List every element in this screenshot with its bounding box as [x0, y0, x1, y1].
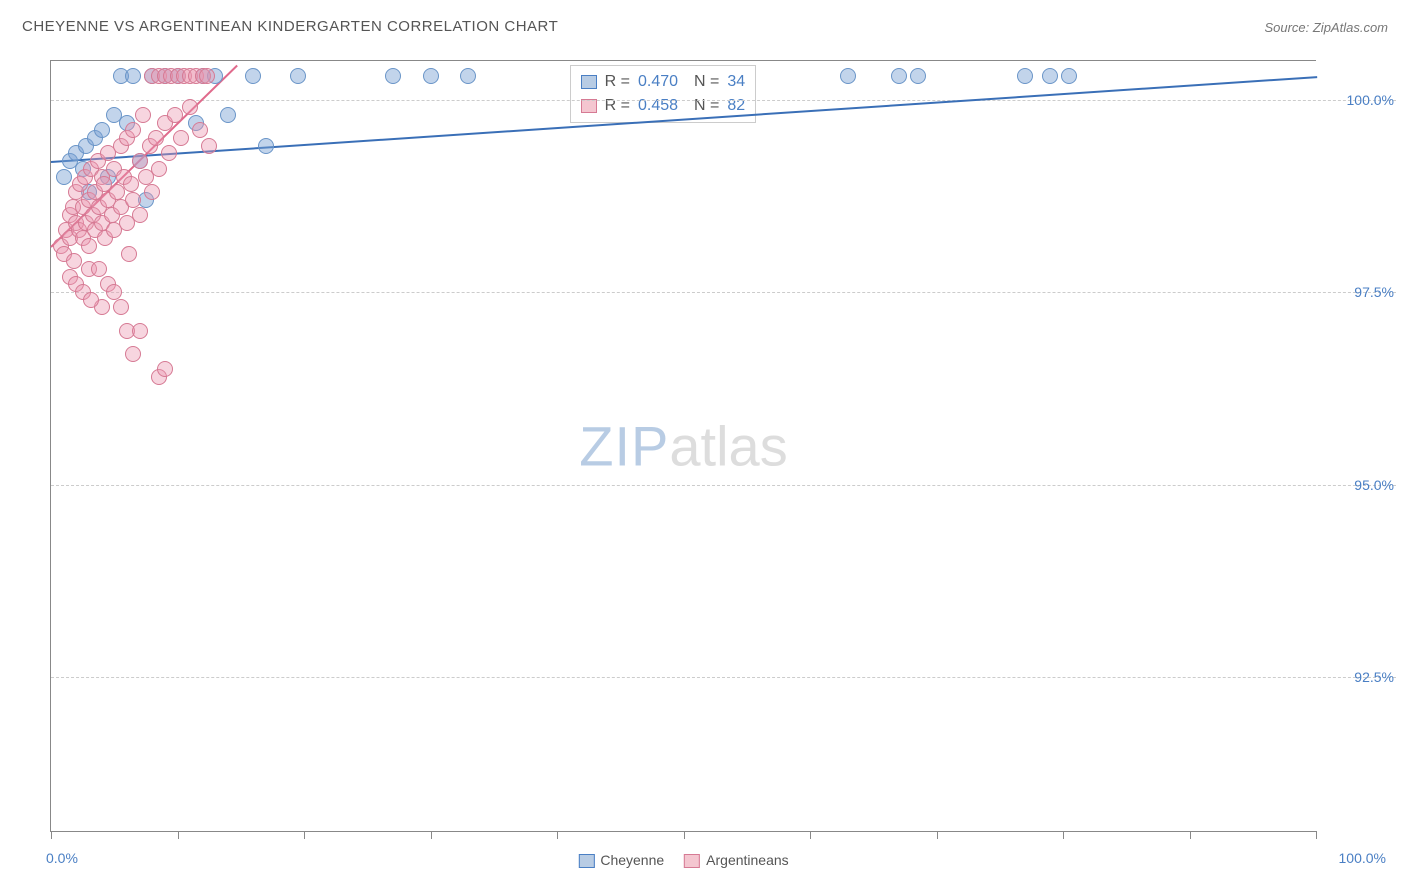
gridline [51, 100, 1396, 101]
x-tick [937, 831, 938, 839]
data-point [423, 68, 439, 84]
x-tick [431, 831, 432, 839]
data-point [245, 68, 261, 84]
r-label: R = [605, 94, 630, 118]
legend-label: Cheyenne [600, 852, 664, 868]
data-point [910, 68, 926, 84]
data-point [125, 68, 141, 84]
data-point [123, 176, 139, 192]
data-point [840, 68, 856, 84]
data-point [1017, 68, 1033, 84]
legend-swatch [581, 75, 597, 89]
x-tick [810, 831, 811, 839]
x-axis-label-max: 100.0% [1339, 850, 1386, 866]
n-value: 34 [727, 70, 745, 94]
data-point [182, 99, 198, 115]
watermark-atlas: atlas [669, 415, 787, 478]
x-tick [557, 831, 558, 839]
chart-title: CHEYENNE VS ARGENTINEAN KINDERGARTEN COR… [22, 18, 558, 35]
x-tick [1316, 831, 1317, 839]
watermark-zip: ZIP [579, 415, 669, 478]
data-point [258, 138, 274, 154]
data-point [125, 192, 141, 208]
n-label: N = [694, 70, 719, 94]
y-tick-label: 95.0% [1354, 477, 1394, 493]
y-tick-label: 97.5% [1354, 284, 1394, 300]
y-tick-label: 92.5% [1354, 669, 1394, 685]
gridline [51, 677, 1396, 678]
data-point [125, 122, 141, 138]
data-point [151, 161, 167, 177]
data-point [192, 122, 208, 138]
source-label: Source: ZipAtlas.com [1264, 20, 1388, 35]
legend-swatch [684, 854, 700, 868]
x-tick [1063, 831, 1064, 839]
data-point [132, 153, 148, 169]
stat-row: R = 0.470 N = 34 [581, 70, 746, 94]
data-point [106, 284, 122, 300]
data-point [81, 238, 97, 254]
data-point [132, 323, 148, 339]
legend-item: Argentineans [684, 852, 789, 868]
data-point [199, 68, 215, 84]
gridline [51, 292, 1396, 293]
legend-label: Argentineans [706, 852, 789, 868]
legend-swatch [578, 854, 594, 868]
data-point [1042, 68, 1058, 84]
x-tick [1190, 831, 1191, 839]
r-label: R = [605, 70, 630, 94]
y-tick-label: 100.0% [1347, 92, 1394, 108]
chart-container: CHEYENNE VS ARGENTINEAN KINDERGARTEN COR… [0, 0, 1406, 892]
n-label: N = [694, 94, 719, 118]
data-point [144, 184, 160, 200]
data-point [94, 122, 110, 138]
r-value: 0.458 [638, 94, 678, 118]
stat-row: R =0.458N =82 [581, 94, 746, 118]
data-point [66, 253, 82, 269]
data-point [167, 107, 183, 123]
data-point [83, 292, 99, 308]
data-point [220, 107, 236, 123]
data-point [125, 346, 141, 362]
x-tick [304, 831, 305, 839]
legend: Cheyenne Argentineans [578, 852, 788, 868]
data-point [1061, 68, 1077, 84]
data-point [891, 68, 907, 84]
x-tick [51, 831, 52, 839]
data-point [132, 207, 148, 223]
data-point [173, 130, 189, 146]
legend-item: Cheyenne [578, 852, 664, 868]
data-point [385, 68, 401, 84]
r-value: 0.470 [638, 70, 678, 94]
data-point [121, 246, 137, 262]
data-point [460, 68, 476, 84]
data-point [157, 361, 173, 377]
data-point [161, 145, 177, 161]
correlation-stats-box: R =0.470N =34R =0.458N =82 [570, 65, 757, 123]
legend-swatch [581, 99, 597, 113]
data-point [113, 299, 129, 315]
data-point [148, 130, 164, 146]
gridline [51, 485, 1396, 486]
watermark: ZIPatlas [579, 414, 787, 479]
x-axis-label-min: 0.0% [46, 850, 78, 866]
data-point [290, 68, 306, 84]
x-tick [178, 831, 179, 839]
plot-area: ZIPatlas 0.0% 100.0% CheyenneArgentinean… [50, 60, 1316, 832]
data-point [135, 107, 151, 123]
data-point [56, 169, 72, 185]
data-point [201, 138, 217, 154]
x-tick [684, 831, 685, 839]
data-point [91, 261, 107, 277]
